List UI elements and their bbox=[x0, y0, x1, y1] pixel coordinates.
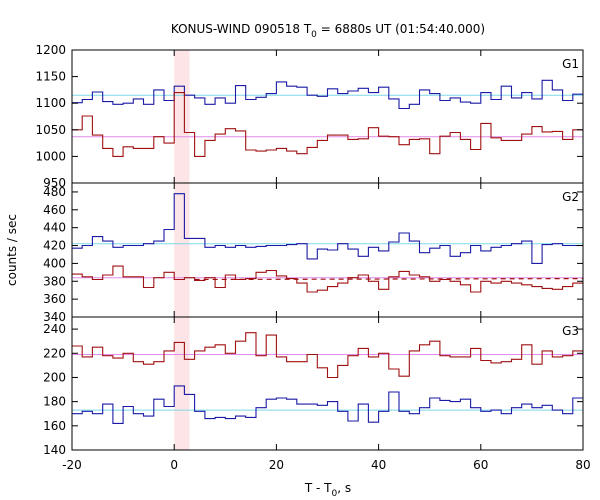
series-blue-step bbox=[72, 385, 583, 424]
series-red-step bbox=[72, 92, 583, 157]
panel-g3: 140 160 180 200 220 240 G3 bbox=[43, 316, 584, 457]
y-tick-label: 240 bbox=[43, 322, 66, 336]
y-tick-label: 160 bbox=[43, 419, 66, 433]
y-tick-label: 1100 bbox=[35, 96, 66, 110]
y-tick-label: 140 bbox=[43, 443, 66, 457]
y-tick-label: 220 bbox=[43, 346, 66, 360]
series-blue-step bbox=[72, 193, 583, 264]
y-tick-label: 1200 bbox=[35, 43, 66, 57]
chart-title: KONUS-WIND 090518 T0 = 6880s UT (01:54:4… bbox=[171, 22, 485, 40]
panel-frame bbox=[71, 316, 584, 451]
panel-label: G3 bbox=[562, 324, 579, 338]
y-tick-label: 380 bbox=[43, 274, 66, 288]
y-axis-label: counts / sec bbox=[5, 214, 19, 286]
y-tick-label: 460 bbox=[43, 203, 66, 217]
dashed-fit-line bbox=[194, 277, 584, 281]
panel-g2: 340 360 380 400 420 440 460 480 G2 bbox=[43, 182, 584, 324]
highlight-interval bbox=[174, 317, 190, 450]
series-red-step bbox=[72, 332, 583, 379]
y-tick-label: 180 bbox=[43, 395, 66, 409]
panel-label: G2 bbox=[562, 190, 579, 204]
panels-layer: 95010001050110011501200G1340360380400420… bbox=[35, 43, 590, 472]
y-tick-label: 420 bbox=[43, 239, 66, 253]
y-tick-label: 340 bbox=[43, 310, 66, 324]
panel-frame bbox=[71, 49, 584, 184]
x-tick-label: 20 bbox=[269, 458, 284, 472]
y-tick-label: 200 bbox=[43, 370, 66, 384]
highlight-interval bbox=[174, 50, 190, 183]
series-blue-step bbox=[72, 79, 583, 110]
y-tick-label: 480 bbox=[43, 185, 66, 199]
highlight-interval bbox=[174, 183, 190, 317]
x-tick-label: -20 bbox=[62, 458, 82, 472]
y-tick-label: 360 bbox=[43, 292, 66, 306]
x-tick-label: 0 bbox=[170, 458, 178, 472]
y-tick-label: 1150 bbox=[35, 70, 66, 84]
y-tick-label: 400 bbox=[43, 256, 66, 270]
x-tick-label: 40 bbox=[371, 458, 386, 472]
x-tick-labels: -20 0 20 40 60 80 bbox=[62, 458, 590, 472]
panel-g1: 950 1000 1050 1100 1150 1200 G1 bbox=[35, 43, 584, 190]
y-tick-label: 950 bbox=[43, 176, 66, 190]
y-tick-label: 1000 bbox=[35, 149, 66, 163]
panel-label: G1 bbox=[562, 57, 579, 71]
x-axis-label: T - T0, s bbox=[304, 481, 351, 499]
x-tick-label: 60 bbox=[473, 458, 488, 472]
x-tick-label: 80 bbox=[575, 458, 590, 472]
series-red-step bbox=[72, 265, 583, 293]
y-tick-label: 1050 bbox=[35, 123, 66, 137]
y-tick-label: 440 bbox=[43, 221, 66, 235]
